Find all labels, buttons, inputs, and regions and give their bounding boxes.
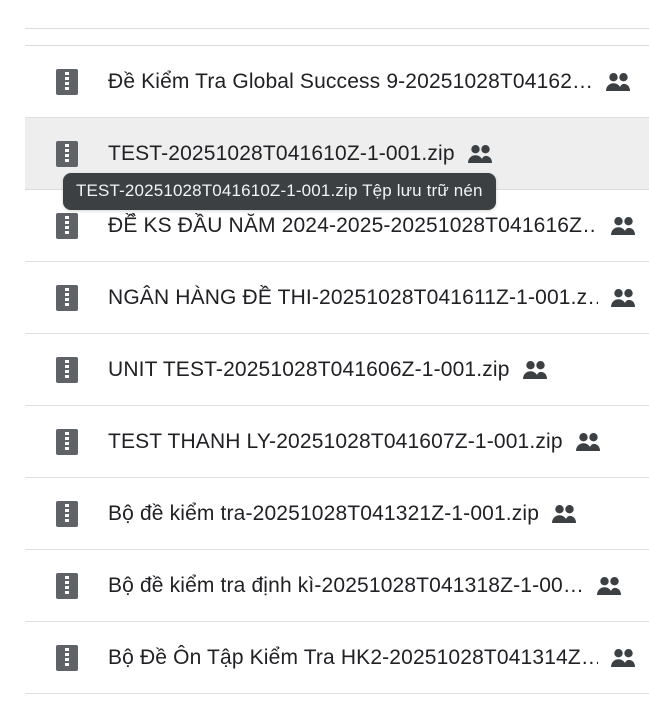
zip-archive-icon [56, 429, 78, 455]
zip-archive-icon [56, 213, 78, 239]
file-list: Đề Kiểm Tra Global Success 9-20251028T04… [0, 46, 649, 694]
column-header-name[interactable]: Tên [25, 0, 48, 7]
file-name: ĐỀ̀ KS ĐẦU NĂM 2024-2025-20251028T041616… [108, 214, 598, 237]
zip-archive-icon [56, 357, 78, 383]
file-row[interactable]: TEST THANH LY-20251028T041607Z-1-001.zip [0, 406, 649, 478]
row-divider [25, 261, 649, 262]
row-divider [25, 549, 649, 550]
row-divider [25, 621, 649, 622]
zip-archive-icon [56, 285, 78, 311]
row-divider [25, 693, 649, 694]
file-row[interactable]: Bộ Đề Ôn Tập Kiểm Tra HK2-20251028T04131… [0, 622, 649, 694]
header-divider-bottom [25, 45, 649, 46]
people-shared-icon [551, 504, 577, 524]
people-shared-icon [522, 360, 548, 380]
zip-archive-icon [56, 573, 78, 599]
people-shared-icon [605, 72, 631, 92]
file-row[interactable]: Đề Kiểm Tra Global Success 9-20251028T04… [0, 46, 649, 118]
zip-archive-icon [56, 645, 78, 671]
people-shared-icon [575, 432, 601, 452]
file-name: Đề Kiểm Tra Global Success 9-20251028T04… [108, 70, 594, 93]
people-shared-icon [610, 288, 636, 308]
file-name: UNIT TEST-20251028T041606Z-1-001.zip [108, 358, 510, 381]
file-row[interactable]: Bộ đề kiểm tra-20251028T041321Z-1-001.zi… [0, 478, 649, 550]
file-name: TEST THANH LY-20251028T041607Z-1-001.zip [108, 430, 563, 453]
row-divider [25, 333, 649, 334]
file-row[interactable]: Bộ đề kiểm tra định kì-20251028T041318Z-… [0, 550, 649, 622]
file-name: NGÂN HÀNG ĐỀ THI-20251028T041611Z-1-001.… [108, 286, 598, 309]
people-shared-icon [467, 144, 493, 164]
zip-archive-icon [56, 501, 78, 527]
people-shared-icon [610, 216, 636, 236]
header-divider-top [25, 28, 649, 29]
file-row[interactable]: NGÂN HÀNG ĐỀ THI-20251028T041611Z-1-001.… [0, 262, 649, 334]
file-name: Bộ đề kiểm tra định kì-20251028T041318Z-… [108, 574, 585, 597]
row-divider [25, 405, 649, 406]
file-name: Bộ Đề Ôn Tập Kiểm Tra HK2-20251028T04131… [108, 646, 598, 669]
row-divider [25, 117, 649, 118]
file-name: TEST-20251028T041610Z-1-001.zip [108, 142, 455, 165]
people-shared-icon [596, 576, 622, 596]
file-row[interactable]: UNIT TEST-20251028T041606Z-1-001.zip [0, 334, 649, 406]
file-tooltip: TEST-20251028T041610Z-1-001.zip Tệp lưu … [63, 173, 496, 210]
file-name: Bộ đề kiểm tra-20251028T041321Z-1-001.zi… [108, 502, 540, 525]
zip-archive-icon [56, 69, 78, 95]
people-shared-icon [610, 648, 636, 668]
row-divider [25, 477, 649, 478]
zip-archive-icon [56, 141, 78, 167]
